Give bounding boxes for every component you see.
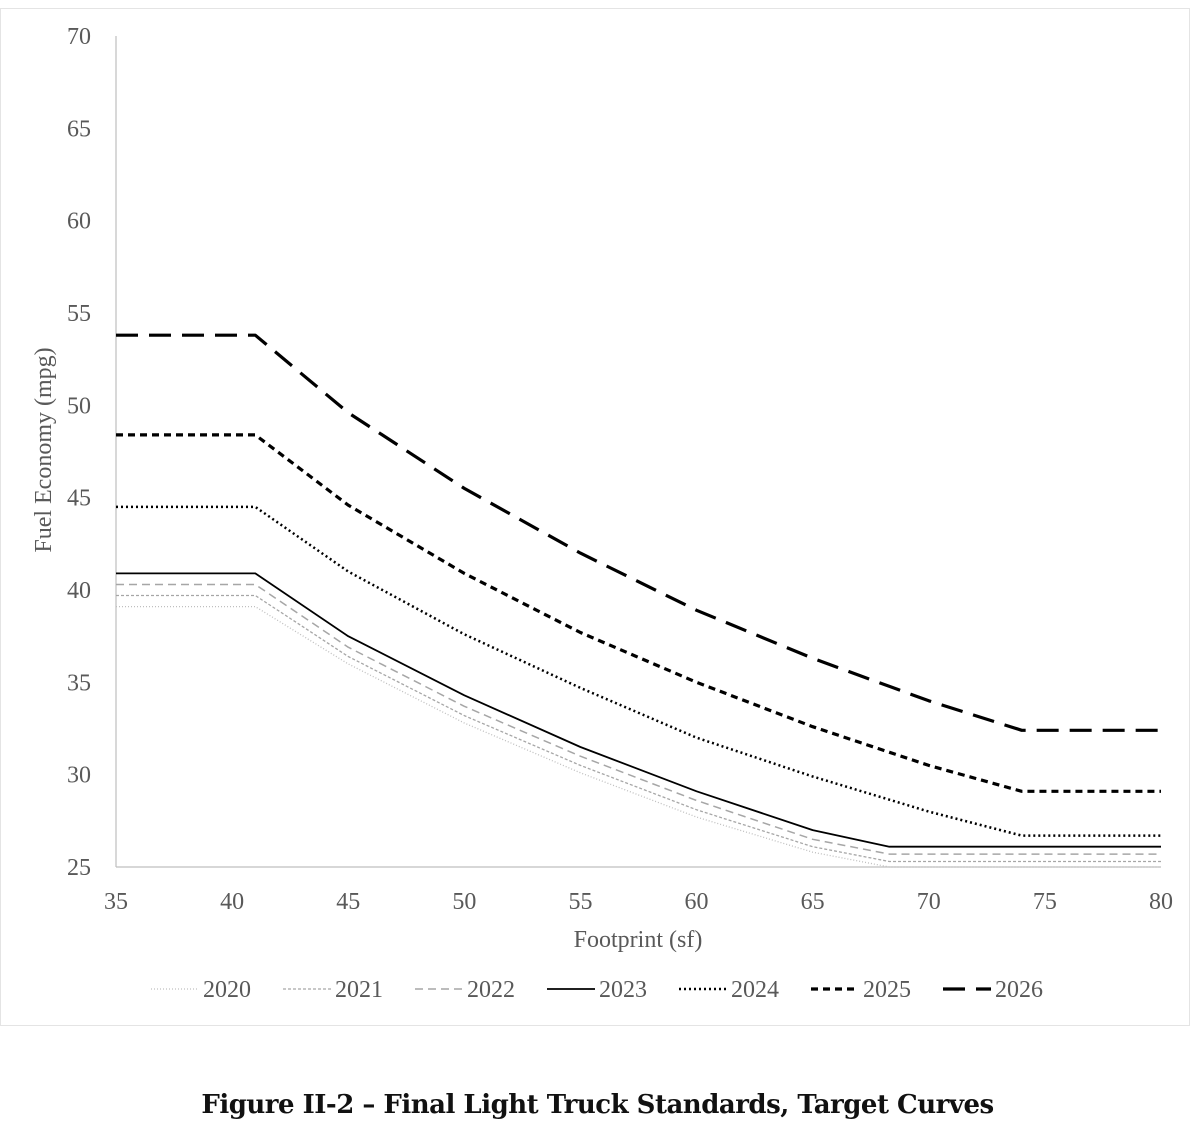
x-tick-label: 80 [1149,889,1173,915]
series-line-2021 [116,594,1161,863]
y-tick-label: 65 [67,116,91,142]
x-axis-title: Footprint (sf) [574,927,703,953]
legend-label-2025: 2025 [863,977,911,1003]
x-tick-label: 75 [1033,889,1057,915]
series-line-2026 [116,333,1161,732]
y-tick-label: 45 [67,486,91,512]
y-tick-label: 35 [67,670,91,696]
x-tick-label: 70 [917,889,941,915]
series-line-2025 [116,433,1161,793]
x-tick-label: 45 [336,889,360,915]
y-tick-label: 30 [67,763,91,789]
series-line-2024 [116,505,1161,837]
ticks-layer: 35 40 45 50 55 60 65 70 75 80 25 30 35 40 45 50 55 60 65 70 [67,24,1173,915]
series-line-2023 [116,572,1161,848]
y-tick-label: 25 [67,855,91,881]
y-tick-label: 60 [67,209,91,235]
legend-label-2022: 2022 [467,977,515,1003]
x-tick-label: 55 [568,889,592,915]
legend-label-2020: 2020 [203,977,251,1003]
figure-caption: Figure II-2 – Final Light Truck Standard… [201,1090,994,1120]
x-tick-label: 65 [801,889,825,915]
x-tick-label: 50 [452,889,476,915]
series-line-2020 [116,605,1161,868]
axes [115,36,1161,868]
y-tick-label: 50 [67,393,91,419]
chart-frame: 35 40 45 50 55 60 65 70 75 80 25 30 35 40 45 50 55 60 65 70… [0,8,1190,1026]
legend: 2020 2021 2022 2023 2024 2025 2026 [151,977,1043,1003]
y-tick-label: 40 [67,578,91,604]
x-tick-label: 35 [104,889,128,915]
y-axis-title: Fuel Economy (mpg) [31,347,57,552]
y-tick-label: 70 [67,24,91,50]
legend-label-2023: 2023 [599,977,647,1003]
series-line-2022 [116,583,1161,855]
legend-label-2026: 2026 [995,977,1043,1003]
legend-label-2021: 2021 [335,977,383,1003]
target-curves-chart: 35 40 45 50 55 60 65 70 75 80 25 30 35 40 45 50 55 60 65 70… [31,24,1173,1003]
y-tick-label: 55 [67,301,91,327]
series-layer [116,333,1161,868]
legend-label-2024: 2024 [731,977,779,1003]
x-tick-label: 60 [685,889,709,915]
x-tick-label: 40 [220,889,244,915]
